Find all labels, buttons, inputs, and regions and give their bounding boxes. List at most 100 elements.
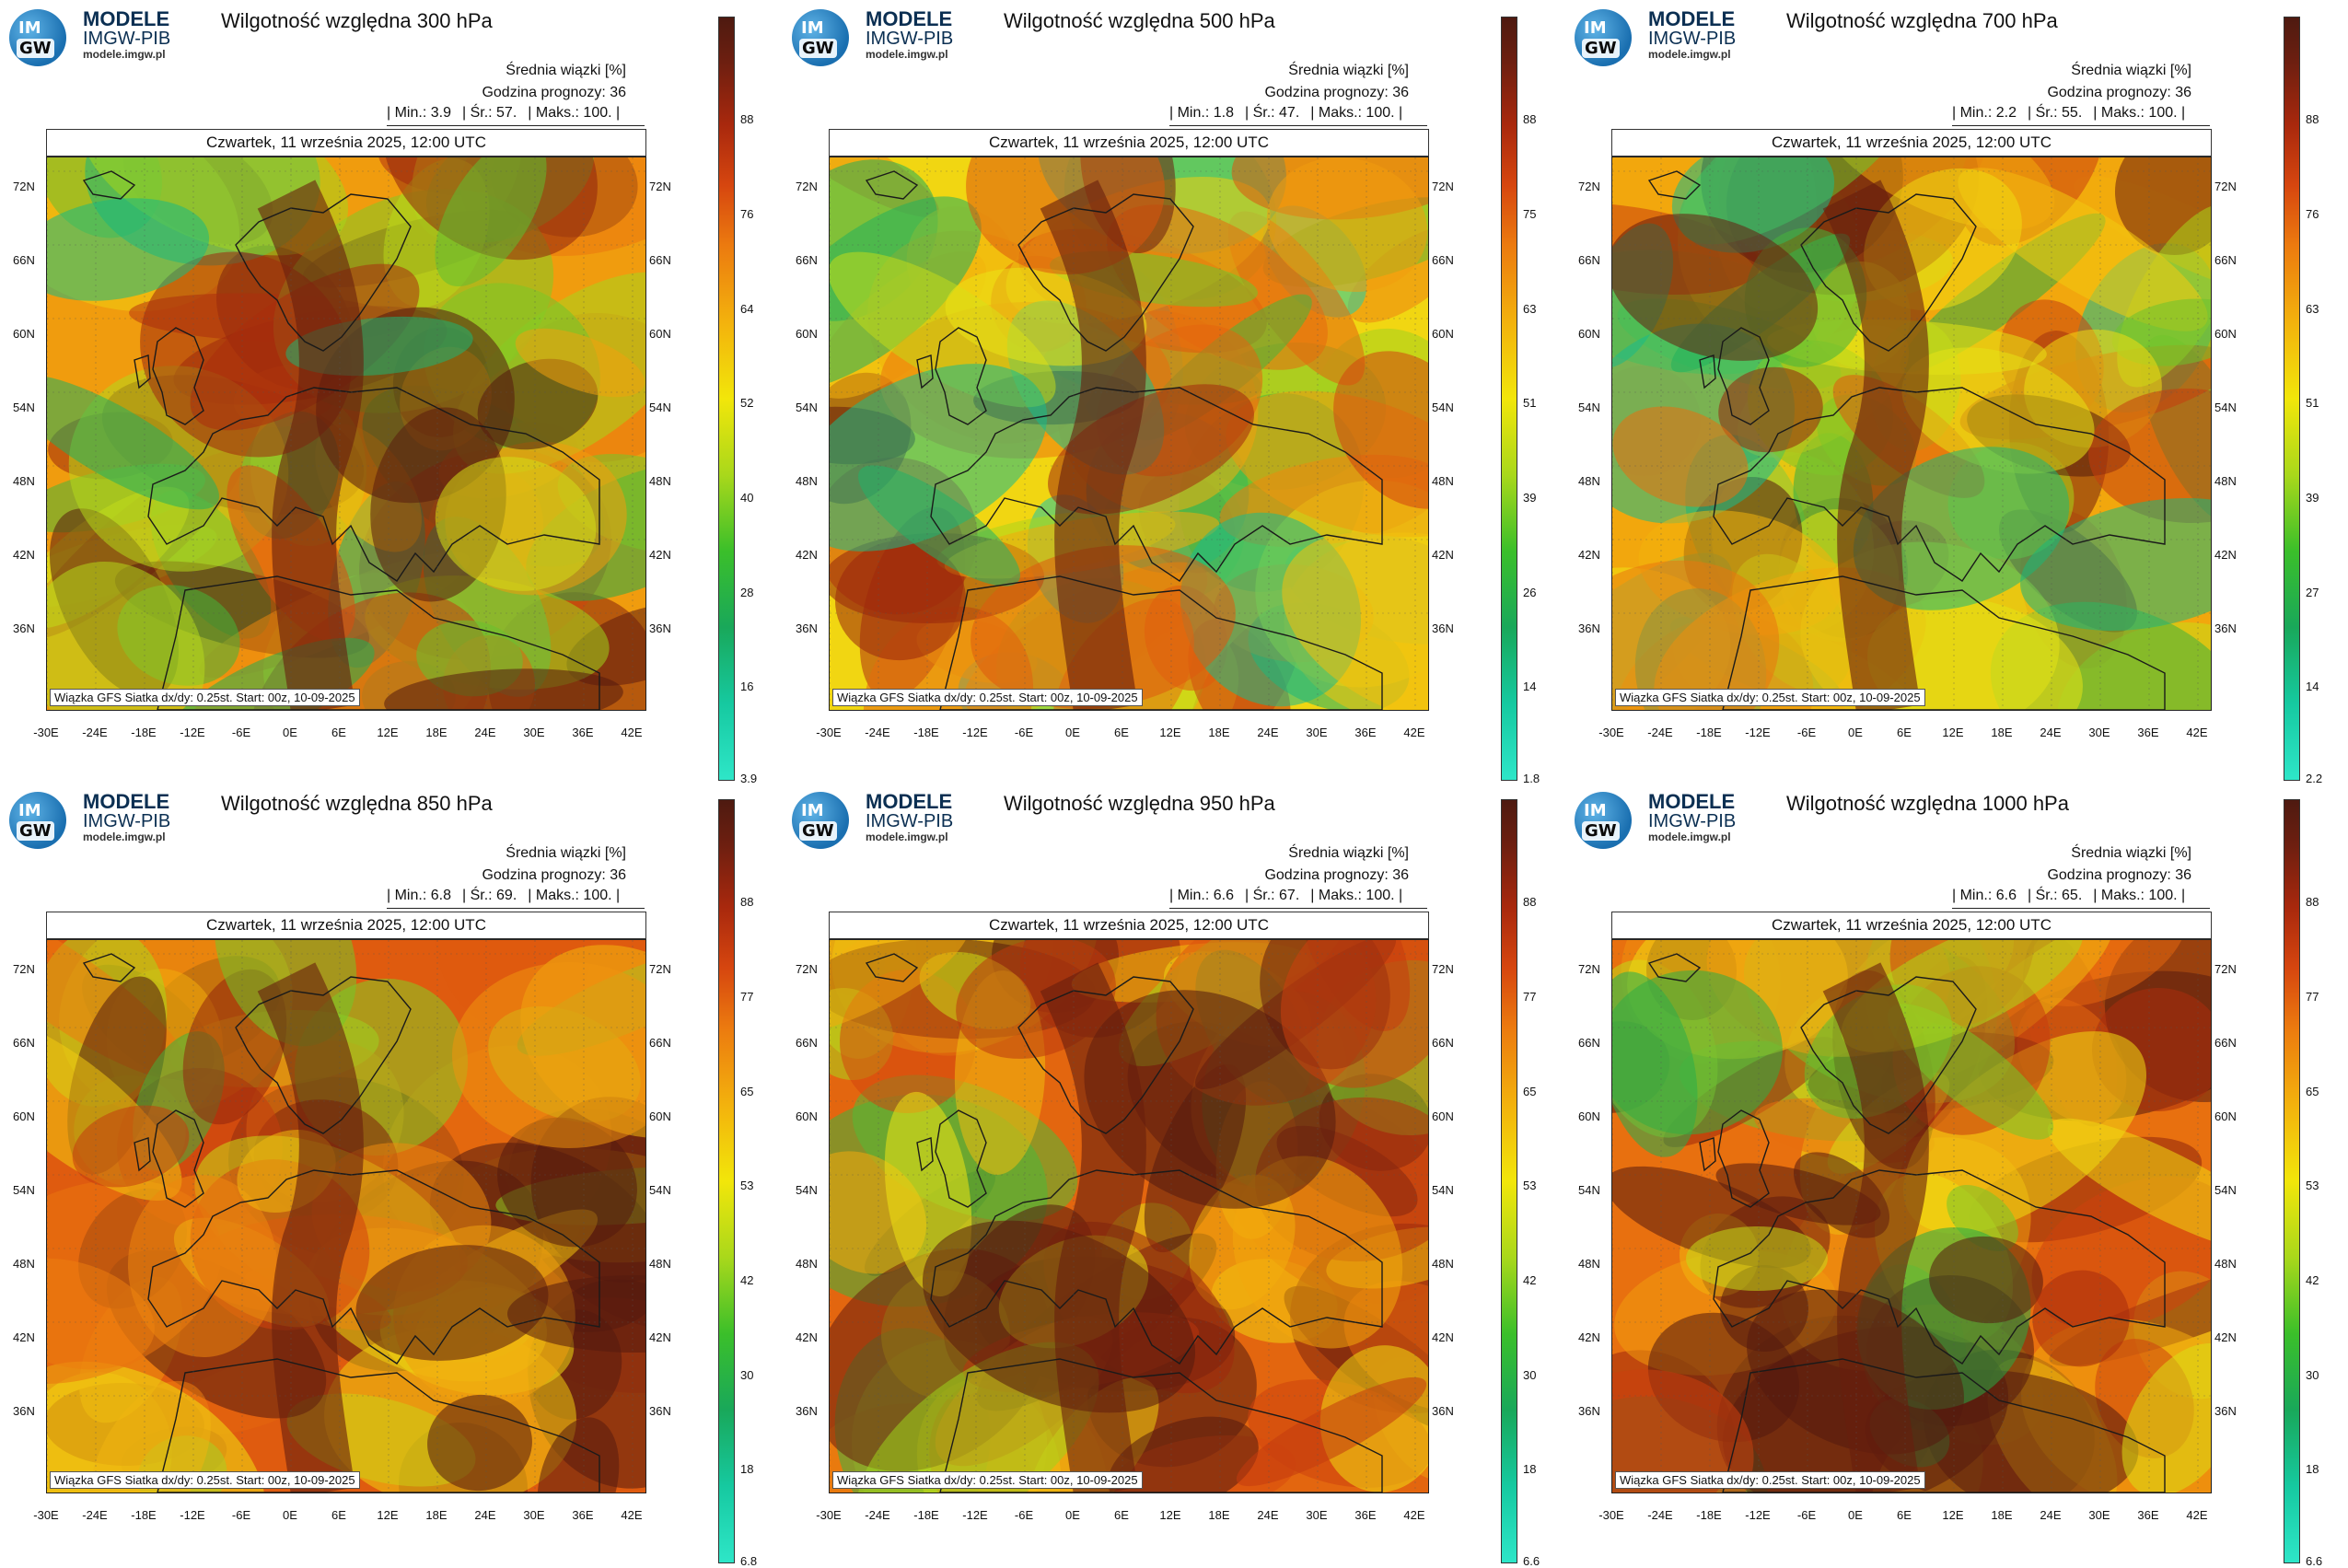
imgw-logo: IM GW MODELE IMGW-PIB modele.imgw.pl xyxy=(1575,9,1740,66)
humidity-field xyxy=(1612,157,2211,710)
lon-label: 6E xyxy=(1897,1508,1912,1522)
map-info: Średnia wiązki [%] Godzina prognozy: 36 xyxy=(482,60,626,104)
map-subtitle: Średnia wiązki [%] xyxy=(506,845,626,861)
stat-max: | Maks.: 100. | xyxy=(528,888,621,903)
stat-max: | Maks.: 100. | xyxy=(2093,105,2186,121)
humidity-map xyxy=(829,157,1429,711)
lon-label: 42E xyxy=(2186,1508,2208,1522)
logo-line3: modele.imgw.pl xyxy=(866,48,948,61)
lat-label-right: 66N xyxy=(2214,253,2237,267)
lat-label-right: 72N xyxy=(1432,962,1454,976)
lon-label: 12E xyxy=(1159,1508,1181,1522)
colorbar xyxy=(1501,799,1517,1563)
lat-label-left: 42N xyxy=(1578,548,1600,562)
stats-line: | Min.: 6.6 | Śr.: 67. | Maks.: 100. | xyxy=(1169,888,1427,909)
colorbar-tick: 18 xyxy=(2306,1462,2319,1476)
lat-label-left: 36N xyxy=(13,621,35,635)
colorbar-tick: 63 xyxy=(2306,302,2319,316)
lat-label-left: 72N xyxy=(796,180,818,193)
lat-label-left: 72N xyxy=(13,180,35,193)
stat-min: | Min.: 3.9 xyxy=(387,105,451,121)
lon-label: 12E xyxy=(1942,1508,1964,1522)
lat-label-right: 72N xyxy=(649,180,671,193)
lat-label-right: 54N xyxy=(2214,401,2237,414)
humidity-map xyxy=(1611,939,2212,1493)
colorbar-tick: 1.8 xyxy=(1523,772,1540,785)
lat-label-left: 66N xyxy=(796,1036,818,1050)
map-subtitle: Średnia wiązki [%] xyxy=(2071,63,2191,78)
lon-label: 36E xyxy=(572,1508,594,1522)
stat-min: | Min.: 2.2 xyxy=(1952,105,2017,121)
lon-label: 6E xyxy=(1114,726,1129,739)
map-title: Wilgotność względna 700 hPa xyxy=(1786,9,2058,32)
map-title: Wilgotność względna 300 hPa xyxy=(221,9,493,32)
lat-label-right: 36N xyxy=(1432,621,1454,635)
logo-line1: MODELE xyxy=(1648,7,1736,30)
forecast-hour: Godzina prognozy: 36 xyxy=(2047,85,2191,100)
logo-line2: IMGW-PIB xyxy=(1648,811,1737,831)
lat-label-right: 60N xyxy=(2214,1109,2237,1123)
lon-label: 24E xyxy=(1257,1508,1279,1522)
lat-label-left: 48N xyxy=(13,1257,35,1271)
map-info: Średnia wiązki [%] Godzina prognozy: 36 xyxy=(482,842,626,887)
logo-im-text: IM xyxy=(18,801,41,820)
lat-label-left: 36N xyxy=(796,1404,818,1418)
stat-max: | Maks.: 100. | xyxy=(2093,888,2186,903)
humidity-field xyxy=(47,157,645,710)
imgw-logo: IM GW MODELE IMGW-PIB modele.imgw.pl xyxy=(792,9,958,66)
forecast-hour: Godzina prognozy: 36 xyxy=(2047,867,2191,883)
colorbar-tick: 3.9 xyxy=(740,772,758,785)
lat-label-right: 48N xyxy=(649,1257,671,1271)
colorbar-tick: 28 xyxy=(740,586,754,599)
lon-label: -6E xyxy=(1014,1508,1034,1522)
lon-label: 42E xyxy=(1403,726,1425,739)
imgw-logo-icon: IM GW xyxy=(1575,792,1632,849)
stat-min: | Min.: 6.6 xyxy=(1169,888,1234,903)
imgw-logo-icon: IM GW xyxy=(792,9,849,66)
lat-label-left: 42N xyxy=(796,1330,818,1344)
colorbar-tick: 18 xyxy=(1523,1462,1537,1476)
lon-label: 24E xyxy=(474,726,496,739)
colorbar-tick: 39 xyxy=(1523,491,1537,505)
lon-label: -24E xyxy=(82,1508,108,1522)
logo-line1: MODELE xyxy=(83,7,170,30)
lon-label: -6E xyxy=(231,1508,251,1522)
lon-label: -12E xyxy=(962,1508,988,1522)
lon-label: -6E xyxy=(1796,1508,1817,1522)
lat-label-left: 60N xyxy=(13,1109,35,1123)
lon-label: -24E xyxy=(865,726,890,739)
stat-avg: | Śr.: 57. xyxy=(461,105,517,121)
imgw-logo: IM GW MODELE IMGW-PIB modele.imgw.pl xyxy=(1575,792,1740,849)
lon-label: 42E xyxy=(1403,1508,1425,1522)
lat-label-left: 48N xyxy=(796,1257,818,1271)
coastline xyxy=(1647,953,2166,1493)
colorbar-tick: 2.2 xyxy=(2306,772,2323,785)
colorbar-tick: 88 xyxy=(740,112,754,126)
colorbar-tick: 42 xyxy=(740,1273,754,1287)
lat-label-right: 60N xyxy=(1432,1109,1454,1123)
lon-label: 6E xyxy=(331,726,346,739)
lat-label-right: 60N xyxy=(2214,327,2237,341)
stat-avg: | Śr.: 69. xyxy=(461,888,517,903)
lat-label-left: 60N xyxy=(796,1109,818,1123)
lon-label: -24E xyxy=(865,1508,890,1522)
map-subtitle: Średnia wiązki [%] xyxy=(2071,845,2191,861)
lat-label-left: 54N xyxy=(13,401,35,414)
logo-line1: MODELE xyxy=(1648,790,1736,813)
coastline xyxy=(865,170,1383,710)
lat-label-right: 48N xyxy=(1432,474,1454,488)
lon-label: -30E xyxy=(816,1508,842,1522)
lon-label: -24E xyxy=(1647,726,1673,739)
lon-label: 18E xyxy=(1991,726,2013,739)
imgw-logo-icon: IM GW xyxy=(9,792,66,849)
imgw-logo: IM GW MODELE IMGW-PIB modele.imgw.pl xyxy=(792,792,958,849)
logo-im-text: IM xyxy=(801,801,824,820)
logo-line2: IMGW-PIB xyxy=(866,29,954,49)
lat-label-right: 60N xyxy=(649,1109,671,1123)
coastline xyxy=(1647,170,2166,710)
colorbar xyxy=(1501,17,1517,781)
lat-label-right: 72N xyxy=(2214,962,2237,976)
lat-label-right: 36N xyxy=(2214,621,2237,635)
lat-label-left: 60N xyxy=(796,327,818,341)
lon-label: -30E xyxy=(33,726,59,739)
